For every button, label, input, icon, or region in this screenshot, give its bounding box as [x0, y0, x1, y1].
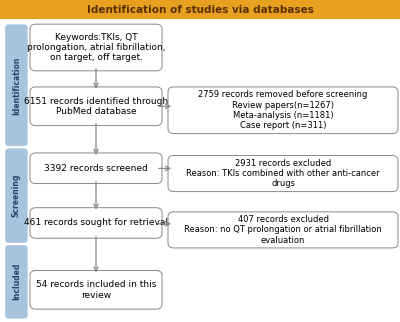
Text: Screening: Screening — [12, 174, 21, 217]
Text: 2759 records removed before screening
Review papers(n=1267)
Meta-analysis (n=118: 2759 records removed before screening Re… — [198, 90, 368, 130]
FancyBboxPatch shape — [30, 270, 162, 309]
FancyBboxPatch shape — [30, 153, 162, 184]
Text: Identification: Identification — [12, 56, 21, 115]
FancyBboxPatch shape — [168, 87, 398, 134]
FancyBboxPatch shape — [168, 212, 398, 248]
FancyBboxPatch shape — [30, 87, 162, 126]
FancyBboxPatch shape — [6, 149, 27, 242]
Text: 3392 records screened: 3392 records screened — [44, 164, 148, 173]
Text: Keywords:TKIs, QT
prolongation, atrial fibrillation,
on target, off target.: Keywords:TKIs, QT prolongation, atrial f… — [27, 33, 165, 62]
FancyBboxPatch shape — [30, 208, 162, 238]
Text: Included: Included — [12, 263, 21, 300]
FancyBboxPatch shape — [6, 245, 27, 318]
FancyBboxPatch shape — [30, 24, 162, 71]
Text: 2931 records excluded
Reason: TKIs combined with other anti-cancer
drugs: 2931 records excluded Reason: TKIs combi… — [186, 159, 380, 188]
Text: 407 records excluded
Reason: no QT prolongation or atrial fibrillation
evaluatio: 407 records excluded Reason: no QT prolo… — [184, 215, 382, 245]
FancyBboxPatch shape — [168, 156, 398, 192]
Text: Identification of studies via databases: Identification of studies via databases — [86, 5, 314, 15]
FancyBboxPatch shape — [0, 0, 400, 19]
Text: 461 records sought for retrieval: 461 records sought for retrieval — [24, 219, 168, 227]
FancyBboxPatch shape — [6, 25, 27, 146]
Text: 54 records included in this
review: 54 records included in this review — [36, 280, 156, 299]
Text: 6151 records identified through
PubMed database: 6151 records identified through PubMed d… — [24, 97, 168, 116]
